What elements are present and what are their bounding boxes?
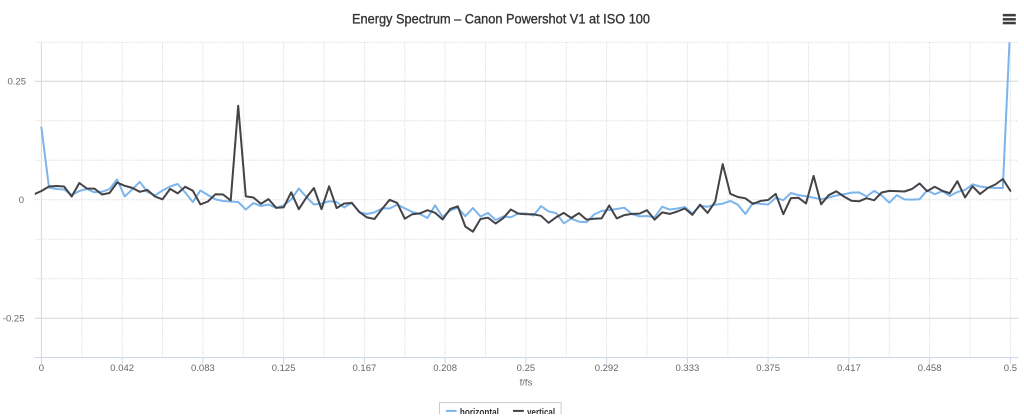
svg-text:0.292: 0.292 [595,363,619,374]
svg-text:0.5: 0.5 [1004,363,1017,374]
svg-text:0.083: 0.083 [191,363,215,374]
svg-text:f/fs: f/fs [520,378,533,389]
svg-text:0.208: 0.208 [433,363,457,374]
svg-text:0.25: 0.25 [517,363,536,374]
svg-text:0: 0 [39,363,44,374]
svg-text:0: 0 [19,195,24,206]
svg-text:0.333: 0.333 [676,363,700,374]
svg-text:0.042: 0.042 [110,363,134,374]
svg-text:vertical: vertical [527,408,555,415]
svg-text:0.167: 0.167 [353,363,377,374]
svg-text:0.417: 0.417 [837,363,861,374]
svg-text:horizontal: horizontal [460,408,499,415]
svg-text:-0.25: -0.25 [3,314,25,325]
svg-text:0.458: 0.458 [918,363,942,374]
svg-text:0.375: 0.375 [756,363,780,374]
svg-text:0.125: 0.125 [272,363,296,374]
svg-text:Energy Spectrum – Canon Powers: Energy Spectrum – Canon Powershot V1 at … [352,11,650,27]
svg-text:0.25: 0.25 [8,77,27,88]
